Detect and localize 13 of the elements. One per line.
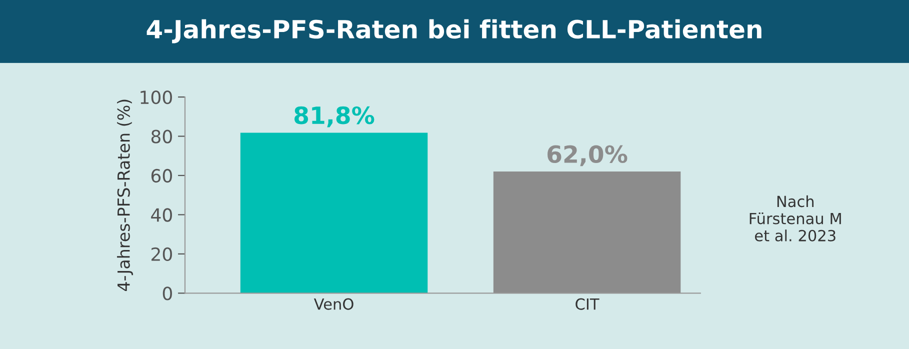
y-tick-label: 100 <box>140 90 172 104</box>
data-label: 62,0% <box>548 145 628 166</box>
x-tick-label: CIT <box>576 298 600 310</box>
y-tick-label: 60 <box>151 168 172 183</box>
y-axis-title: 4-Jahres-PFS-Raten (%) <box>117 100 134 292</box>
text: Nach Fürstenau M et al. 2023 <box>750 195 841 242</box>
y-tick-label: 20 <box>152 247 172 262</box>
chart-title: 4-Jahres-PFS-Raten bei fitten CLL-Patienten <box>146 19 762 44</box>
data-label: 81,8% <box>294 106 374 128</box>
y-tick-label: 0 <box>162 286 172 300</box>
x-tick-label: VenO <box>314 298 354 310</box>
y-tick-label: 40 <box>151 208 172 222</box>
y-tick-label: 80 <box>151 130 172 144</box>
